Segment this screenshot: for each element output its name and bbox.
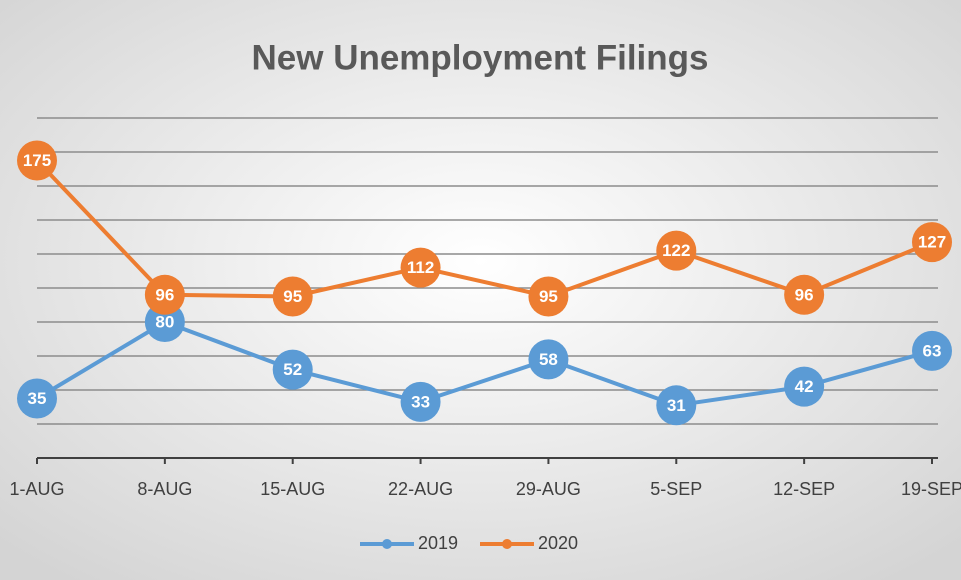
data-point — [912, 330, 952, 371]
series-line — [35, 159, 933, 299]
data-label: 112 — [407, 258, 434, 277]
data-label: 127 — [918, 233, 946, 252]
x-tick-label: 1-AUG — [9, 479, 64, 499]
data-label: 95 — [539, 287, 558, 306]
data-point — [656, 230, 697, 271]
legend-marker — [382, 539, 392, 549]
data-point — [528, 276, 569, 317]
data-label: 58 — [539, 350, 558, 369]
data-label: 42 — [795, 377, 814, 396]
data-label: 35 — [28, 389, 47, 408]
data-label: 63 — [923, 341, 942, 360]
data-point — [400, 381, 441, 422]
data-point — [400, 247, 441, 288]
data-point — [144, 274, 185, 315]
chart-title: New Unemployment Filings — [252, 38, 709, 77]
data-point — [784, 274, 825, 315]
data-point — [784, 366, 825, 407]
data-point — [272, 349, 313, 390]
data-label: 96 — [795, 285, 814, 304]
data-point — [912, 222, 952, 263]
data-label: 52 — [283, 360, 302, 379]
legend-marker — [502, 539, 512, 549]
data-label: 95 — [283, 287, 302, 306]
data-label: 80 — [155, 312, 174, 331]
x-tick-label: 8-AUG — [137, 479, 192, 499]
x-tick-label: 15-AUG — [260, 479, 325, 499]
data-point — [656, 385, 697, 426]
data-label: 31 — [667, 396, 686, 415]
data-point — [272, 276, 313, 317]
x-tick-label: 12-SEP — [773, 479, 835, 499]
series-line — [35, 320, 933, 408]
data-point — [17, 378, 57, 419]
x-tick-label: 22-AUG — [388, 479, 453, 499]
legend-label: 2019 — [418, 533, 458, 553]
x-tick-label: 19-SEP — [901, 479, 961, 499]
x-tick-label: 5-SEP — [650, 479, 702, 499]
x-tick-label: 29-AUG — [516, 479, 581, 499]
data-point — [528, 339, 569, 380]
data-label: 175 — [23, 151, 51, 170]
data-point — [17, 140, 57, 181]
data-label: 122 — [662, 241, 690, 260]
data-label: 33 — [411, 392, 430, 411]
data-label: 96 — [155, 285, 174, 304]
legend-label: 2020 — [538, 533, 578, 553]
